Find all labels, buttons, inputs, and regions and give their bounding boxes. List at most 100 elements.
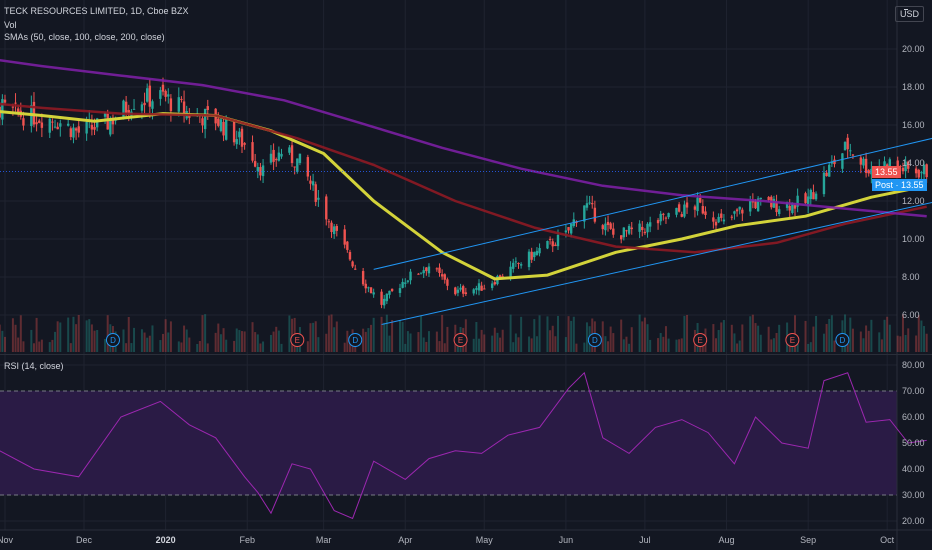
volume-label: Vol [4,20,17,30]
candle-body [404,282,407,284]
candle-body [620,235,623,240]
candle-body [593,207,597,222]
volume-bar [106,315,109,352]
volume-bar [680,338,683,352]
candle-body [604,223,607,231]
event-marker[interactable] [105,333,120,347]
volume-bar [125,343,128,352]
volume-bar [509,314,512,352]
volume-bar [715,338,717,352]
currency-flag [904,9,908,10]
volume-bar [759,334,762,352]
candle-body [472,289,475,294]
candle-body [419,272,423,274]
event-label: E [458,336,463,345]
volume-bar [722,320,725,352]
candle-body [16,108,20,113]
volume-bar [496,332,499,352]
symbol-title: TECK RESOURCES LIMITED, 1D, Cboe BZX [4,6,189,16]
candle-body [143,102,146,106]
candle-body [383,298,386,306]
candle-body [490,283,494,288]
volume-bar [862,338,865,352]
candle-body [232,120,236,143]
candle-body [177,97,180,112]
volume-bar [775,332,778,352]
volume-bar [604,336,607,352]
sma-50-line [0,110,928,281]
post-market-tag: Post · 13.55 [872,179,927,191]
volume-bar [401,322,404,352]
candle-body [290,145,294,164]
volume-bar [830,315,833,352]
candle-body [409,271,412,281]
volume-bar [825,323,828,352]
candle-body [72,127,75,138]
candle-body [124,101,128,113]
volume-bar [104,338,107,352]
event-marker[interactable] [348,333,363,347]
candle-body [48,118,51,133]
candle-body [95,118,99,128]
candle-body [256,167,259,172]
pane-separator[interactable] [0,354,932,355]
candle-body [288,147,291,153]
volume-bar [67,317,70,352]
volume-bar [327,315,330,352]
event-marker[interactable] [290,333,305,347]
volume-bar [325,333,328,352]
channel-upper-line [373,137,932,270]
volume-bar [32,343,35,352]
candle-body [132,108,136,110]
candle-body [203,108,207,130]
candle-body [538,248,541,254]
price-tick-label: 12.00 [902,196,925,206]
volume-bar [19,315,22,352]
rsi-line [0,371,927,520]
candle-body [361,271,365,285]
volume-bar [69,343,72,352]
candle-body [493,282,496,285]
volume-bar [733,333,736,352]
volume-bar [828,318,831,352]
event-marker[interactable] [453,333,468,347]
event-marker[interactable] [785,333,800,347]
rsi-tick-label: 60.00 [902,412,925,422]
volume-bar [717,329,720,352]
candle-body [785,202,789,208]
volume-bar [217,323,220,352]
volume-bar [159,340,162,352]
candle-body [793,205,797,209]
event-marker[interactable] [835,333,850,347]
volume-bar [646,324,649,352]
candle-body [22,118,25,126]
volume-bar [167,332,170,352]
currency-selector[interactable]: USD [894,6,924,22]
volume-bar [517,337,520,352]
volume-bar [638,314,641,352]
candle-body [841,153,844,169]
volume-bar [741,324,744,352]
volume-bar [478,338,480,352]
candle-body [693,206,697,210]
candle-body [546,240,549,249]
volume-bar [907,328,910,352]
volume-bar [385,314,388,352]
time-tick-label: Mar [316,535,332,545]
volume-bar [425,341,428,352]
volume-bar [662,336,665,352]
volume-bar [388,335,391,352]
volume-bar [85,320,88,352]
volume-bar [333,327,336,352]
volume-bar [530,338,533,352]
candle-body [364,283,367,289]
volume-bar [438,341,441,352]
volume-bar [291,318,294,352]
time-tick-label: Aug [719,535,735,545]
event-marker[interactable] [693,333,708,347]
event-marker[interactable] [587,333,602,347]
volume-bar [575,343,578,352]
volume-bar [564,337,567,352]
volume-bar [446,326,449,352]
